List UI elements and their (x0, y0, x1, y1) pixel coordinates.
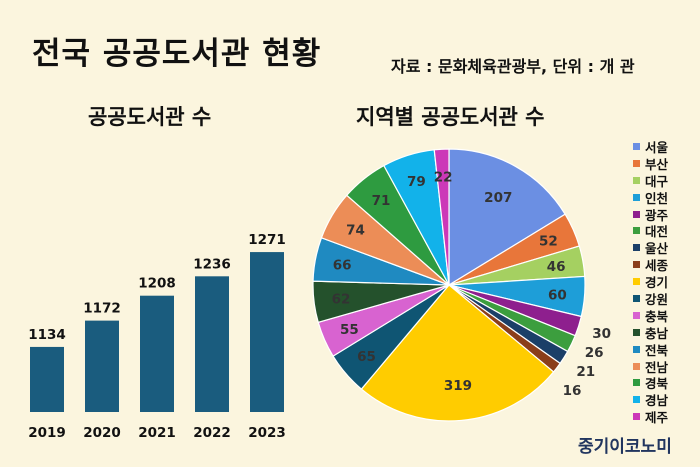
legend-item: 경기 (633, 273, 668, 290)
legend-label: 제주 (645, 410, 669, 426)
pie-value-label: 60 (548, 287, 567, 303)
bar-chart-title: 공공도서관 수 (88, 105, 212, 129)
x-tick-label: 2023 (248, 425, 286, 441)
legend-item: 제주 (633, 408, 668, 425)
legend-item: 강원 (633, 290, 668, 307)
legend-swatch (633, 227, 640, 235)
bar-2019 (30, 346, 64, 412)
legend-item: 부산 (633, 155, 668, 172)
legend-label: 강원 (645, 291, 669, 307)
legend-label: 경기 (645, 275, 669, 291)
legend-swatch (633, 345, 640, 353)
brand-logo-text: 중기이코노미 (578, 437, 672, 457)
legend-item: 전북 (633, 341, 668, 358)
legend-label: 인천 (645, 190, 669, 206)
x-tick-label: 2020 (83, 425, 121, 441)
legend-label: 부산 (645, 156, 669, 172)
bar-2021 (140, 295, 174, 412)
legend-swatch (633, 142, 640, 150)
legend-swatch (633, 362, 640, 370)
pie-value-label: 52 (539, 234, 558, 250)
legend-item: 충북 (633, 307, 668, 324)
legend-swatch (633, 311, 640, 319)
legend-label: 세종 (645, 258, 669, 274)
pie-value-label: 16 (563, 383, 582, 399)
bar-value-label: 1134 (28, 327, 66, 343)
pie-value-label: 79 (407, 174, 426, 190)
page-title: 전국 공공도서관 현황 (32, 36, 322, 72)
bar-value-label: 1236 (193, 256, 231, 272)
pie-value-label: 66 (333, 257, 352, 273)
legend-label: 충남 (645, 325, 669, 341)
bar-value-label: 1208 (138, 276, 176, 292)
legend-swatch (633, 278, 640, 286)
legend-swatch (633, 193, 640, 201)
legend-swatch (633, 328, 640, 336)
pie-chart-title: 지역별 공공도서관 수 (356, 105, 545, 129)
legend-item: 경남 (633, 391, 668, 408)
pie-slice-경기 (360, 284, 555, 422)
pie-chart: 207 52 46 60 30 26 21 16 319 65 55 62 66 74 71 79 22 (312, 148, 611, 422)
legend-item: 전남 (633, 358, 668, 375)
legend-swatch (633, 176, 640, 184)
bar-value-label: 1172 (83, 301, 121, 317)
legend-item: 대구 (633, 172, 668, 189)
pie-value-label: 46 (547, 259, 566, 275)
legend-swatch (633, 294, 640, 302)
legend-label: 울산 (645, 241, 669, 257)
legend-swatch (633, 413, 640, 421)
source-note: 자료 : 문화체육관광부, 단위 : 개 관 (391, 57, 635, 76)
pie-value-label: 22 (434, 169, 453, 185)
pie-legend: 서울 부산 대구 인천 광주 대전 울산 세종 경기 강원 충북 충남 전북 전남 경북 경남 제주 (633, 138, 668, 425)
legend-item: 대전 (633, 222, 668, 239)
pie-value-label: 319 (444, 378, 472, 394)
pie-value-label: 26 (585, 345, 604, 361)
legend-label: 경남 (645, 393, 669, 409)
pie-value-label: 21 (576, 364, 595, 380)
legend-label: 전북 (645, 342, 669, 358)
legend-label: 경북 (645, 376, 669, 392)
legend-swatch (633, 379, 640, 387)
pie-value-label: 207 (484, 190, 512, 206)
legend-item: 세종 (633, 256, 668, 273)
bar-chart: 1134 2019 1172 2020 1208 2021 1236 2022 1271 2023 (28, 232, 286, 441)
legend-swatch (633, 396, 640, 404)
legend-label: 전남 (645, 359, 669, 375)
pie-value-label: 71 (372, 193, 391, 209)
legend-item: 서울 (633, 138, 668, 155)
legend-item: 울산 (633, 239, 668, 256)
legend-swatch (633, 261, 640, 269)
pie-value-label: 65 (357, 349, 376, 365)
pie-value-label: 30 (592, 326, 611, 342)
x-tick-label: 2021 (138, 425, 176, 441)
pie-slice-서울 (448, 148, 566, 287)
legend-swatch (633, 210, 640, 218)
x-tick-label: 2022 (193, 425, 231, 441)
legend-item: 인천 (633, 189, 668, 206)
legend-item: 경북 (633, 374, 668, 391)
pie-value-label: 74 (346, 222, 365, 238)
x-tick-label: 2019 (28, 425, 66, 441)
legend-item: 광주 (633, 206, 668, 223)
pie-slice-제주 (433, 148, 450, 286)
bar-2020 (85, 320, 119, 412)
legend-item: 충남 (633, 324, 668, 341)
legend-label: 광주 (645, 207, 669, 223)
legend-swatch (633, 244, 640, 252)
bar-2022 (195, 276, 229, 412)
bar-2023 (250, 252, 284, 412)
legend-label: 서울 (645, 139, 669, 155)
legend-swatch (633, 159, 640, 167)
legend-label: 대구 (645, 173, 669, 189)
legend-label: 충북 (645, 308, 669, 324)
pie-value-label: 62 (332, 292, 351, 308)
pie-value-label: 55 (340, 322, 359, 338)
legend-label: 대전 (645, 224, 669, 240)
bar-value-label: 1271 (248, 232, 286, 248)
